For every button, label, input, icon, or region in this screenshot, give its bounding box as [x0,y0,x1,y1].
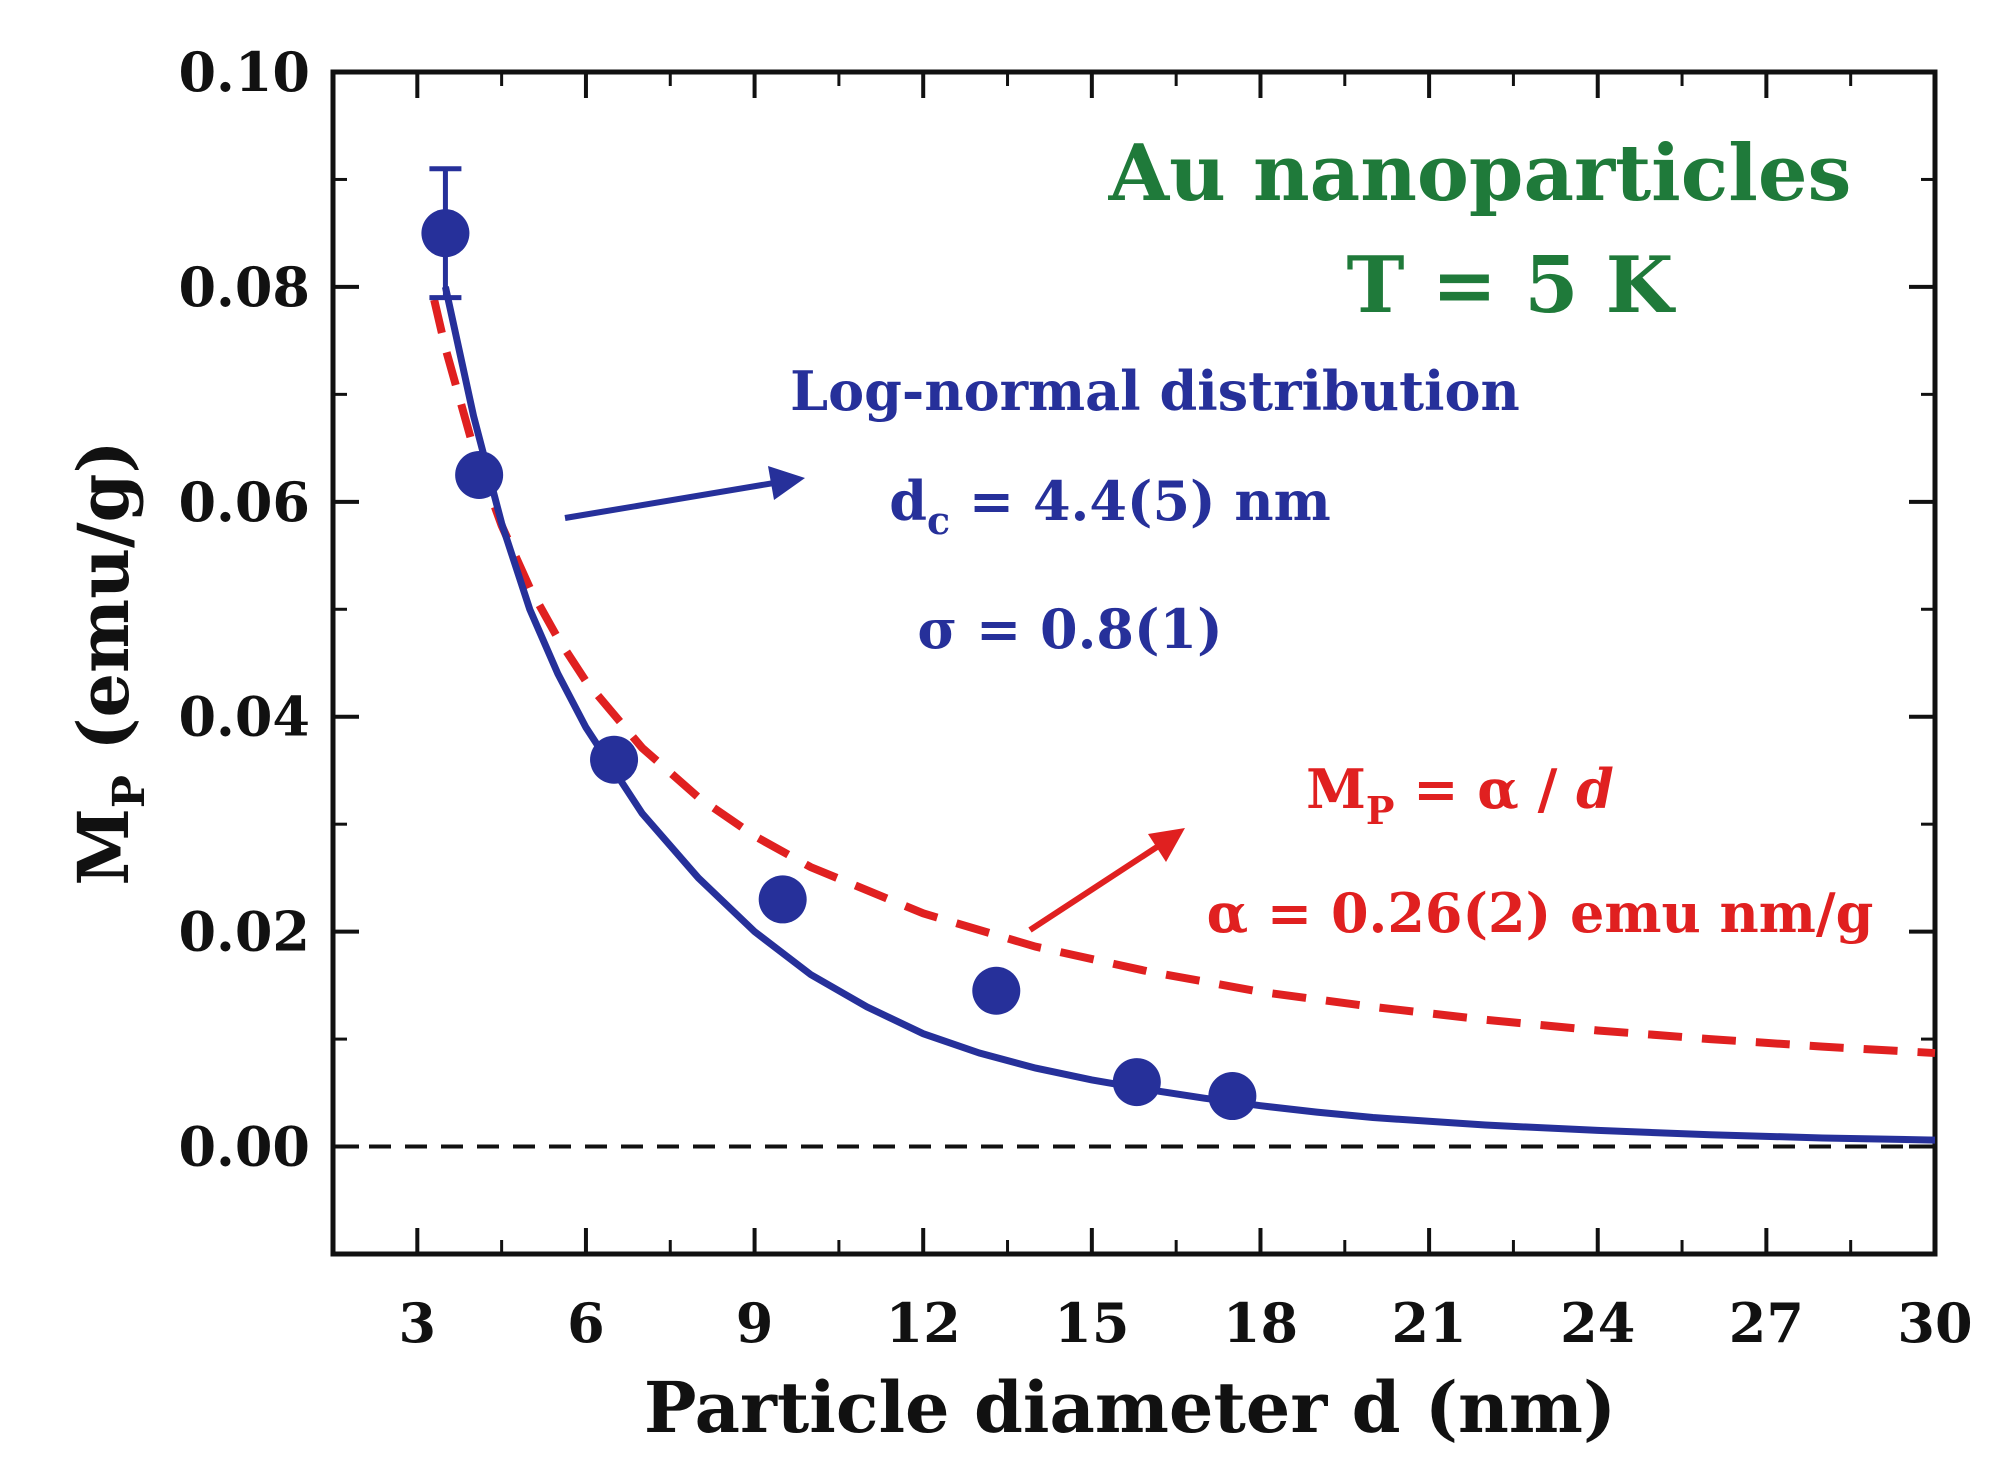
x-axis-title: Particle diameter d (nm) [644,1366,1616,1449]
x-tick-label: 12 [886,1291,961,1355]
annotation-dc-rest: = 4.4(5) nm [950,469,1331,533]
annotation-title-line2: T = 5 K [1347,240,1677,331]
lognormal-fit-line [442,286,1936,1144]
blue-arrow-head [768,466,805,500]
y-tick-label: 0.02 [178,900,310,964]
annotation-eq-sub: P [1366,788,1395,833]
annotation-inverse-equation: MP = α / d [1306,757,1614,833]
red-arrow-shaft [1028,842,1162,933]
blue-arrow [564,466,805,521]
annotation-eq-mid: = α / [1394,757,1576,821]
annotation-eq-m: M [1306,757,1366,821]
data-point [972,966,1021,1015]
y-tick-label: 0.04 [178,685,310,749]
y-tick-label: 0.00 [178,1115,310,1179]
x-tick-label: 18 [1223,1291,1298,1355]
red-arrow [1028,828,1185,933]
x-tick-label: 27 [1729,1291,1804,1355]
data-point [758,875,807,924]
data-point [455,450,504,499]
y-axis-title-unit: (emu/g) [62,440,145,775]
annotation-alpha: α = 0.26(2) emu nm/g [1207,881,1874,945]
red-arrow-head [1148,828,1185,862]
y-axis-title: MP (emu/g) [62,440,155,885]
inverse-fit-line [430,298,1936,1058]
y-tick-label: 0.10 [178,40,310,104]
x-tick-label: 15 [1054,1291,1129,1355]
blue-arrow-shaft [564,479,781,521]
y-tick-label: 0.06 [178,470,310,534]
annotation-sigma: σ = 0.8(1) [917,597,1222,661]
data-point [1208,1072,1257,1121]
y-tick-label: 0.08 [178,255,310,319]
annotation-dc-value: dc = 4.4(5) nm [889,469,1331,543]
data-point [421,209,470,258]
x-tick-label: 9 [736,1291,774,1355]
annotation-lognormal-label: Log-normal distribution [790,359,1520,423]
x-tick-label: 24 [1560,1291,1635,1355]
ticks [331,70,1937,1256]
tick-labels: 3 6 9 12 15 18 21 24 27 30 0.00 0.02 0.04 0.06 0.08 0.1… [178,40,1972,1355]
series [333,166,1936,1149]
plot-frame [330,69,1938,1257]
annotation-title-line1: Au nanoparticles [1108,128,1852,219]
annotation-dc-sub: c [927,498,950,543]
y-axis-title-sub: P [104,775,155,808]
annotation-eq-d: d [1576,757,1614,821]
x-tick-label: 30 [1897,1291,1972,1355]
data-point [1112,1058,1161,1107]
x-tick-label: 3 [399,1291,437,1355]
data-point [590,735,639,784]
plot-frame-group [330,69,1938,1257]
y-axis-title-main: M [62,808,145,886]
x-tick-label: 6 [567,1291,605,1355]
x-tick-label: 21 [1392,1291,1467,1355]
annotation-dc-prefix: d [889,469,927,533]
